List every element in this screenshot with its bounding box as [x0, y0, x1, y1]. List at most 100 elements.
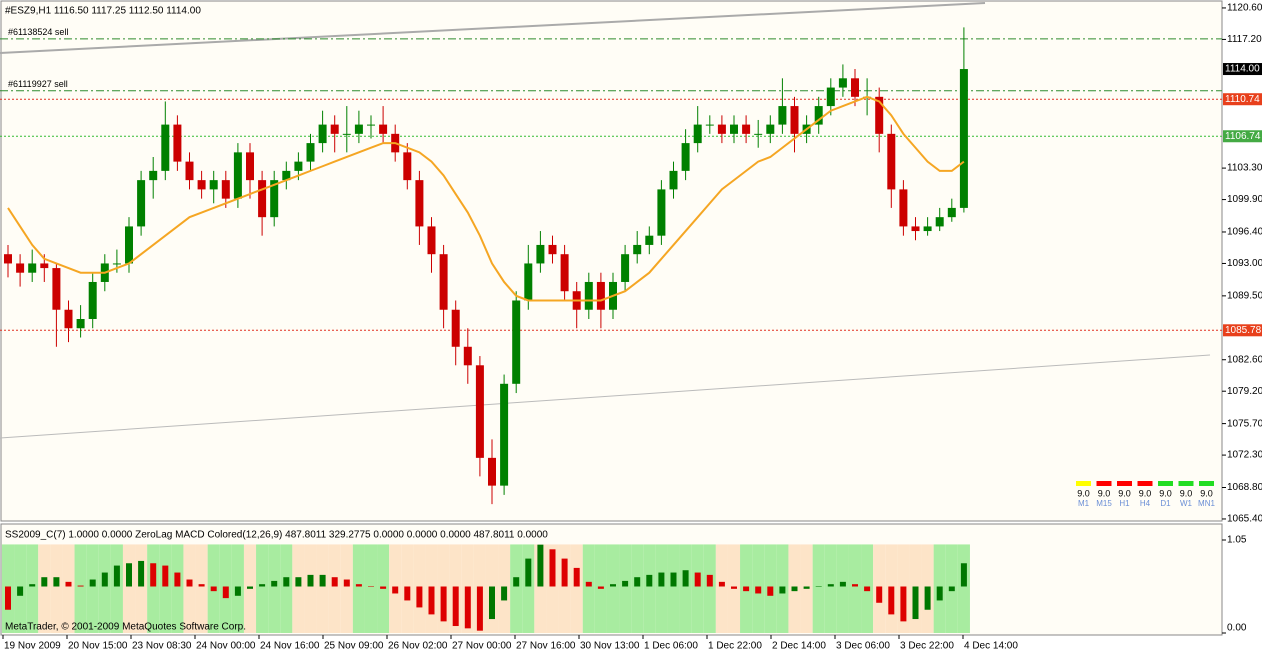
- candle-body: [923, 226, 932, 232]
- candle-body: [318, 124, 327, 144]
- mtf-timeframe: W1: [1180, 499, 1193, 508]
- signal-zone: [643, 544, 656, 633]
- macd-bar: [210, 586, 217, 592]
- price-label-bg: [1223, 93, 1262, 106]
- signal-zone: [268, 544, 281, 633]
- candle-body: [899, 189, 908, 227]
- mtf-swatch: [1158, 481, 1173, 486]
- macd-bar: [670, 572, 677, 587]
- macd-bar: [525, 558, 532, 587]
- candle-body: [149, 170, 158, 181]
- macd-bar: [77, 585, 84, 587]
- candle-body: [16, 263, 25, 273]
- indicator-title: SS2009_C(7) 1.0000 0.0000 ZeroLag MACD C…: [5, 530, 548, 541]
- macd-bar: [815, 586, 822, 587]
- candle-body: [197, 180, 206, 190]
- indicator-tick-label: 1.05: [1227, 535, 1247, 546]
- macd-bar: [53, 577, 60, 587]
- signal-zone: [147, 544, 160, 633]
- macd-bar: [41, 577, 48, 587]
- candle-body: [826, 87, 835, 107]
- signal-zone: [26, 544, 39, 633]
- mtf-swatch: [1137, 481, 1153, 486]
- mtf-timeframe: H4: [1140, 499, 1151, 508]
- candle-body: [451, 309, 460, 347]
- macd-bar: [319, 574, 326, 587]
- trend-line: [0, 2, 986, 54]
- macd-bar: [247, 586, 253, 589]
- macd-bar: [827, 584, 834, 587]
- x-tick-label: 30 Nov 13:00: [580, 641, 640, 652]
- candle-body: [52, 268, 61, 310]
- signal-zone: [183, 544, 196, 633]
- candle-body: [342, 133, 351, 135]
- candle-body: [560, 254, 569, 292]
- candle-body: [851, 78, 859, 97]
- y-tick-label: 1089.50: [1227, 290, 1262, 301]
- signal-zone: [957, 544, 970, 633]
- signal-zone: [667, 544, 680, 633]
- macd-bar: [706, 574, 713, 587]
- candle-body: [64, 309, 73, 329]
- price-label-bg: [1223, 63, 1262, 76]
- signal-zone: [522, 544, 535, 633]
- signal-zone: [631, 544, 644, 633]
- x-tick-label: 3 Dec 22:00: [900, 641, 954, 652]
- x-tick-label: 26 Nov 02:00: [388, 641, 448, 652]
- mtf-timeframe: MN1: [1198, 499, 1215, 508]
- signal-zone: [364, 544, 378, 633]
- macd-bar: [852, 584, 858, 587]
- copyright: MetaTrader, © 2001-2009 MetaQuotes Softw…: [5, 622, 246, 633]
- macd-bar: [380, 586, 387, 589]
- candle-body: [282, 170, 291, 181]
- candle-body: [4, 254, 12, 264]
- x-tick-label: 2 Dec 14:00: [772, 641, 826, 652]
- macd-bar: [658, 572, 665, 587]
- macd-bar: [368, 586, 374, 587]
- x-tick-label: 27 Nov 00:00: [452, 641, 512, 652]
- signal-zone: [340, 544, 353, 633]
- signal-zone: [62, 544, 75, 633]
- signal-zone: [171, 544, 184, 633]
- x-tick-label: 25 Nov 09:00: [324, 641, 384, 652]
- macd-bar: [464, 586, 471, 629]
- macd-bar: [452, 586, 459, 627]
- macd-bar: [126, 563, 132, 587]
- macd-bar: [876, 586, 883, 603]
- macd-bar: [440, 586, 447, 622]
- candle-body: [584, 281, 593, 310]
- macd-bar: [234, 586, 241, 596]
- signal-zone: [691, 544, 704, 633]
- macd-bar: [634, 577, 641, 587]
- candle-body: [875, 96, 884, 134]
- trend-line: [0, 354, 1211, 439]
- mtf-value: 9.0: [1118, 488, 1131, 498]
- indicator-tick-label: 0.00: [1227, 623, 1247, 634]
- candle-body: [161, 124, 170, 171]
- macd-bar: [113, 565, 120, 587]
- candle-body: [379, 124, 388, 134]
- candle-body: [112, 263, 121, 265]
- candle-body: [500, 383, 509, 486]
- macd-bar: [295, 577, 302, 587]
- macd-bar: [271, 580, 278, 587]
- candle-body: [209, 180, 218, 190]
- mtf-value: 9.0: [1098, 488, 1111, 498]
- signal-zone: [256, 544, 269, 633]
- mtf-timeframe: D1: [1160, 499, 1171, 508]
- macd-bar: [17, 586, 24, 596]
- candle-body: [415, 180, 424, 227]
- candle-body: [137, 180, 146, 227]
- mtf-swatch: [1199, 481, 1214, 486]
- candle-body: [354, 124, 363, 134]
- y-tick-label: 1075.70: [1227, 418, 1262, 429]
- signal-zone: [836, 544, 849, 633]
- y-tick-label: 1072.30: [1227, 450, 1262, 461]
- candle-body: [887, 133, 896, 190]
- y-tick-label: 1117.20: [1227, 34, 1262, 45]
- macd-bar: [89, 579, 96, 587]
- mtf-timeframe: M15: [1096, 499, 1112, 508]
- x-tick-label: 4 Dec 14:00: [964, 641, 1018, 652]
- macd-bar: [150, 563, 157, 587]
- macd-bar: [222, 586, 229, 599]
